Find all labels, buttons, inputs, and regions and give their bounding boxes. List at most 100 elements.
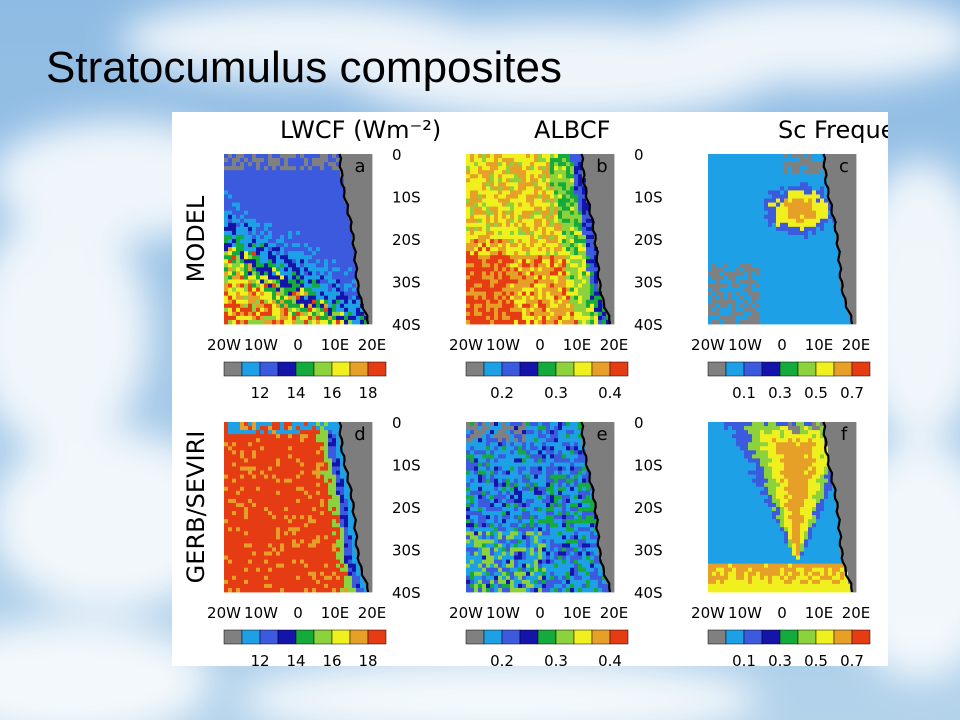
lat-tick-10S: 10S — [634, 189, 663, 207]
colorbar-tick: 0.7 — [840, 652, 864, 666]
colorbar-tick: 18 — [358, 384, 377, 402]
lon-tick-10E: 10E — [321, 336, 350, 354]
lat-tick-10S: 10S — [392, 457, 421, 475]
colorbar-f: 0.1 0.3 0.5 0.7 — [707, 629, 871, 666]
lon-tick-10W: 10W — [728, 604, 762, 622]
colorbar-tick: 0.2 — [490, 384, 514, 402]
panel-a: a 20W 10W 0 10E 20E 0 10S 20S 30S 40S 12 14 16 18 — [207, 146, 421, 402]
lon-tick-0: 0 — [535, 336, 545, 354]
coastline — [338, 421, 370, 593]
lon-tick-20W: 20W — [449, 604, 483, 622]
lon-tick-20E: 20E — [600, 604, 629, 622]
lat-tick-40S: 40S — [634, 316, 663, 334]
lon-tick-20W: 20W — [691, 336, 725, 354]
lon-tick-20E: 20E — [358, 336, 387, 354]
lat-tick-20S: 20S — [634, 499, 663, 517]
lon-tick-10E: 10E — [321, 604, 350, 622]
lon-tick-0: 0 — [293, 604, 303, 622]
lon-tick-20E: 20E — [842, 336, 871, 354]
colorbar-tick: 0.4 — [598, 652, 622, 666]
colorbar-tick: 12 — [250, 384, 269, 402]
colorbar-tick: 0.5 — [804, 652, 828, 666]
lat-tick-10S: 10S — [392, 189, 421, 207]
colorbar-tick: 0.1 — [732, 384, 756, 402]
slide-title: Stratocumulus composites — [46, 43, 562, 92]
lat-tick-10S: 10S — [634, 457, 663, 475]
panel-d-field — [224, 422, 373, 593]
panel-letter-b: b — [596, 156, 607, 177]
coastline — [338, 153, 370, 325]
lon-tick-0: 0 — [535, 604, 545, 622]
colorbar-d: 12 14 16 18 — [223, 629, 387, 666]
lat-tick-40S: 40S — [392, 584, 421, 602]
row-label-gerb-seviri: GERB/SEVIRI — [182, 431, 210, 584]
lat-tick-30S: 30S — [392, 542, 421, 560]
colorbar-tick: 0.3 — [768, 652, 792, 666]
lon-tick-10E: 10E — [563, 336, 592, 354]
lat-tick-30S: 30S — [392, 274, 421, 292]
lon-tick-20W: 20W — [449, 336, 483, 354]
coastline — [580, 153, 612, 325]
coastline — [822, 421, 854, 593]
colorbar-tick: 0.3 — [544, 384, 568, 402]
colorbar-tick: 14 — [286, 384, 305, 402]
row-label-model: MODEL — [182, 195, 210, 282]
lon-tick-10W: 10W — [244, 336, 278, 354]
panel-letter-f: f — [841, 424, 848, 445]
lon-tick-10W: 10W — [244, 604, 278, 622]
lat-tick-20S: 20S — [634, 231, 663, 249]
colorbar-tick: 0.1 — [732, 652, 756, 666]
lat-tick-0: 0 — [392, 414, 402, 432]
column-title-2: Sc Frequency — [778, 116, 888, 144]
panel-b: b 20W 10W 0 10E 20E 0 10S 20S 30S 40S 0.2 0.3 0.4 — [449, 146, 663, 402]
colorbar-tick: 18 — [358, 652, 377, 666]
lon-tick-20E: 20E — [600, 336, 629, 354]
colorbar-tick: 0.7 — [840, 384, 864, 402]
lon-tick-20W: 20W — [691, 604, 725, 622]
panel-b-field — [466, 154, 615, 325]
lat-tick-0: 0 — [392, 146, 402, 164]
colorbar-tick: 14 — [286, 652, 305, 666]
panel-a-field — [224, 154, 373, 325]
colorbar-tick: 0.3 — [768, 384, 792, 402]
coastline — [580, 421, 612, 593]
panel-f: f 20W 10W 0 10E 20E 0.1 0.3 0.5 0.7 — [691, 421, 871, 666]
lon-tick-10W: 10W — [728, 336, 762, 354]
colorbar-c: 0.1 0.3 0.5 0.7 — [707, 361, 871, 402]
column-title-0: LWCF (Wm⁻²) — [280, 116, 441, 144]
lat-tick-30S: 30S — [634, 542, 663, 560]
colorbar-tick: 0.4 — [598, 384, 622, 402]
lon-tick-20E: 20E — [358, 604, 387, 622]
panel-e-field — [466, 422, 615, 593]
lon-tick-0: 0 — [293, 336, 303, 354]
colorbar-tick: 0.5 — [804, 384, 828, 402]
colorbar-a: 12 14 16 18 — [223, 361, 387, 402]
panel-c-field — [708, 154, 857, 325]
colorbar-tick: 0.2 — [490, 652, 514, 666]
colorbar-tick: 0.3 — [544, 652, 568, 666]
lat-tick-0: 0 — [634, 146, 644, 164]
coastline — [822, 153, 854, 325]
lat-tick-0: 0 — [634, 414, 644, 432]
lon-tick-10W: 10W — [486, 604, 520, 622]
colorbar-tick: 16 — [322, 652, 341, 666]
lon-tick-10E: 10E — [805, 336, 834, 354]
panel-d: d 20W 10W 0 10E 20E 0 10S 20S 30S 40S 12 14 16 18 — [207, 414, 421, 666]
panel-letter-c: c — [839, 156, 849, 177]
panel-f-field — [708, 422, 857, 593]
lon-tick-0: 0 — [777, 336, 787, 354]
lon-tick-20W: 20W — [207, 604, 241, 622]
lon-tick-0: 0 — [777, 604, 787, 622]
lon-tick-10W: 10W — [486, 336, 520, 354]
panel-letter-d: d — [354, 424, 365, 445]
colorbar-e: 0.2 0.3 0.4 — [465, 629, 629, 666]
panel-letter-a: a — [354, 156, 365, 177]
panel-c: c 20W 10W 0 10E 20E 0.1 0.3 0.5 0.7 — [691, 153, 871, 402]
lat-tick-30S: 30S — [634, 274, 663, 292]
lon-tick-20E: 20E — [842, 604, 871, 622]
panel-e: e 20W 10W 0 10E 20E 0 10S 20S 30S 40S 0.2 0.3 0.4 — [449, 414, 663, 666]
column-title-1: ALBCF — [534, 116, 610, 144]
lat-tick-40S: 40S — [634, 584, 663, 602]
colorbar-tick: 12 — [250, 652, 269, 666]
